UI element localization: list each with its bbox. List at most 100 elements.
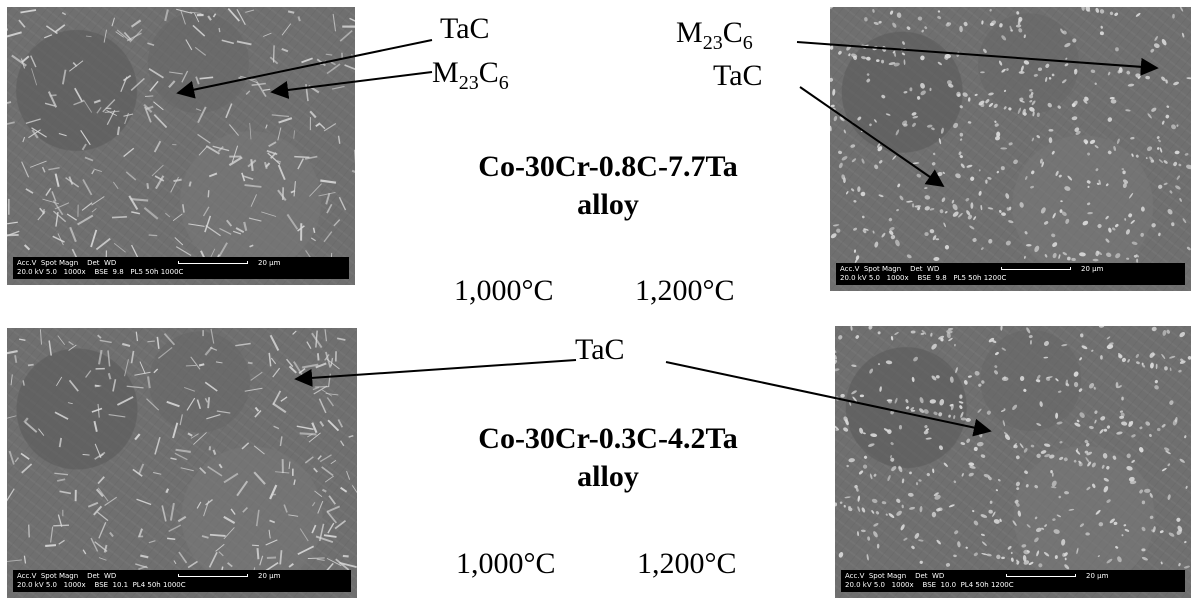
scale-bar-info: Acc.V Spot Magn Det WD 20.0 kV 5.0 1000x… — [13, 257, 349, 279]
carbide-particle — [1161, 467, 1167, 472]
carbide-particle — [346, 470, 351, 480]
scale-bar-row1: Acc.V Spot Magn Det WD — [17, 572, 117, 580]
carbide-particle — [958, 212, 963, 218]
carbide-particle — [193, 432, 207, 445]
carbide-particle — [1057, 390, 1062, 393]
carbide-particle — [281, 23, 292, 36]
carbide-particle — [966, 210, 971, 216]
carbide-particle — [98, 557, 107, 561]
carbide-particle — [1067, 175, 1073, 181]
carbide-particle — [230, 508, 236, 515]
carbide-particle — [148, 68, 164, 79]
carbide-particle — [1116, 431, 1123, 435]
carbide-particle — [857, 495, 861, 502]
carbide-particle — [865, 56, 871, 61]
carbide-particle — [250, 194, 257, 207]
carbide-particle — [288, 514, 299, 517]
carbide-particle — [993, 519, 1000, 524]
carbide-particle — [850, 144, 856, 148]
carbide-particle — [961, 472, 964, 477]
carbide-particle — [1177, 525, 1183, 532]
carbide-particle — [1091, 462, 1096, 468]
carbide-particle — [286, 213, 299, 230]
carbide-particle — [197, 133, 211, 144]
carbide-particle — [988, 337, 995, 343]
carbide-particle — [1176, 175, 1180, 180]
carbide-particle — [876, 59, 880, 62]
carbide-particle — [1176, 517, 1181, 522]
carbide-particle — [946, 80, 952, 85]
carbide-particle — [212, 13, 217, 18]
carbide-particle — [1158, 139, 1161, 143]
carbide-particle — [1048, 77, 1052, 80]
carbide-particle — [1094, 82, 1097, 85]
carbide-particle — [1120, 412, 1125, 417]
carbide-particle — [969, 225, 975, 230]
carbide-particle — [976, 441, 984, 447]
carbide-particle — [1074, 127, 1080, 132]
carbide-particle — [910, 330, 916, 334]
carbide-particle — [860, 191, 866, 197]
carbide-particle — [148, 234, 158, 237]
carbide-particle — [1158, 159, 1163, 163]
carbide-particle — [1131, 434, 1136, 438]
carbide-particle — [308, 432, 321, 443]
carbide-particle — [293, 130, 295, 139]
carbide-particle — [247, 361, 253, 365]
carbide-particle — [1023, 34, 1026, 39]
carbide-particle — [1108, 227, 1112, 233]
carbide-particle — [848, 53, 851, 57]
carbide-particle — [1073, 381, 1079, 388]
carbide-particle — [988, 102, 994, 107]
carbide-particle — [1074, 69, 1077, 72]
carbide-particle — [942, 171, 945, 174]
carbide-particle — [873, 473, 877, 477]
carbide-particle — [1121, 396, 1124, 401]
carbide-particle — [334, 520, 347, 530]
carbide-particle — [996, 554, 1001, 560]
carbide-particle — [874, 119, 877, 123]
carbide-particle — [1161, 353, 1166, 359]
carbide-particle — [978, 431, 983, 438]
carbide-particle — [994, 123, 999, 127]
carbide-particle — [830, 104, 835, 108]
carbide-particle — [969, 465, 976, 469]
carbide-particle — [81, 143, 87, 151]
carbide-particle — [265, 539, 278, 546]
carbide-particle — [896, 209, 899, 212]
carbide-particle — [129, 29, 143, 43]
carbide-particle — [996, 131, 1001, 138]
carbide-particle — [981, 20, 984, 25]
carbide-particle — [143, 103, 153, 113]
carbide-particle — [1080, 333, 1084, 338]
carbide-particle — [1113, 145, 1117, 151]
scale-bar-row1: Acc.V Spot Magn Det WD — [840, 265, 940, 273]
carbide-particle — [326, 397, 334, 407]
carbide-particle — [205, 498, 213, 506]
carbide-particle — [1002, 420, 1006, 427]
carbide-particle — [866, 78, 871, 83]
carbide-particle — [125, 171, 137, 181]
alloy2-temp-1200: 1,200°C — [637, 547, 737, 580]
carbide-particle — [1128, 213, 1133, 218]
carbide-particle — [312, 227, 316, 234]
carbide-particle — [154, 175, 165, 182]
carbide-particle — [41, 166, 46, 173]
carbide-particle — [21, 55, 30, 64]
alloy1-word: alloy — [577, 188, 639, 221]
carbide-particle — [209, 533, 226, 537]
carbide-particle — [995, 135, 1001, 141]
carbide-particle — [1151, 223, 1156, 228]
carbide-particle — [1139, 426, 1143, 430]
carbide-particle — [1153, 43, 1160, 48]
carbide-particle — [1158, 232, 1161, 237]
carbide-particle — [1114, 12, 1119, 17]
carbide-particle — [848, 458, 855, 463]
carbide-particle — [7, 488, 15, 502]
carbide-particle — [115, 31, 124, 38]
label-tac-bottom: TaC — [575, 333, 625, 366]
carbide-particle — [1043, 356, 1049, 359]
carbide-particle — [838, 50, 842, 55]
carbide-particle — [241, 172, 246, 182]
carbide-particle — [967, 121, 972, 124]
